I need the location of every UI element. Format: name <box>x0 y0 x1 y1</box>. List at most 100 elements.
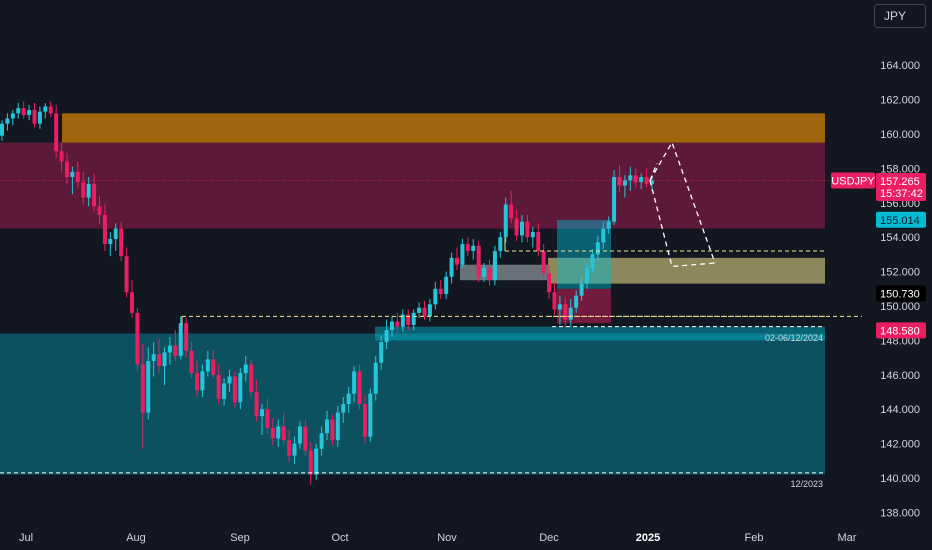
candle <box>335 405 340 448</box>
candle-body <box>227 376 232 384</box>
symbol-tag-bg <box>831 172 875 189</box>
time-tick-label[interactable]: Sep <box>230 532 250 544</box>
candle-body <box>536 232 541 251</box>
candle-body <box>59 151 64 162</box>
time-axis[interactable]: Jul Aug Sep Oct Nov Dec 2025 Feb Mar <box>19 532 857 544</box>
low-date-label: 12/2023 <box>790 479 823 489</box>
candle <box>308 441 313 485</box>
candle-body <box>16 108 21 114</box>
candle-body <box>270 428 275 439</box>
candle <box>227 369 232 392</box>
price-tick-label[interactable]: 140.000 <box>880 473 920 485</box>
time-tick-label[interactable]: Nov <box>437 532 457 544</box>
candle <box>157 338 162 374</box>
price-tick-label[interactable]: 162.000 <box>880 95 920 107</box>
candle-body <box>585 268 589 284</box>
candle-body <box>75 171 80 183</box>
candle-body <box>492 250 497 281</box>
price-tick-label[interactable]: 144.000 <box>880 404 920 416</box>
candle-body <box>135 312 140 365</box>
price-tick-label[interactable]: 158.000 <box>880 163 920 175</box>
candle-body <box>433 288 438 305</box>
candle-body <box>590 254 595 269</box>
candle-body <box>400 314 405 327</box>
candle-body <box>487 268 492 281</box>
candle-body <box>92 183 97 207</box>
time-tick-label[interactable]: Dec <box>539 532 559 544</box>
candle <box>357 364 362 410</box>
candle <box>292 436 297 465</box>
candle <box>536 223 541 257</box>
candle-body <box>119 228 124 257</box>
candle-body <box>482 268 487 277</box>
candle <box>319 426 324 456</box>
candle-body <box>184 323 189 351</box>
price-tick-label[interactable]: 138.000 <box>880 507 920 519</box>
candle-body <box>444 276 449 294</box>
symbol-tag-label: USDJPY <box>831 175 875 187</box>
candle <box>86 177 91 207</box>
candle-body <box>465 244 470 251</box>
candle-body <box>362 404 367 437</box>
candle-body <box>265 409 270 429</box>
candle <box>178 316 183 360</box>
price-tag-countdown: 15:37:42 <box>880 188 923 200</box>
candle-body <box>48 106 53 114</box>
candle-body <box>32 109 37 124</box>
time-tick-label[interactable]: 2025 <box>636 532 660 544</box>
candle <box>243 355 248 382</box>
candle <box>552 281 557 315</box>
candle-body <box>411 312 416 325</box>
candle-body <box>390 321 394 331</box>
candle <box>254 379 259 422</box>
candle-body <box>173 345 178 356</box>
candle <box>119 221 124 262</box>
time-tick-label[interactable]: Mar <box>838 532 857 544</box>
price-tick-label[interactable]: 160.000 <box>880 129 920 141</box>
currency-selector[interactable]: JPY <box>874 4 926 28</box>
candle <box>574 290 579 313</box>
price-tick-label[interactable]: 146.000 <box>880 370 920 382</box>
price-tick-label[interactable]: 152.000 <box>880 267 920 279</box>
candle <box>617 164 622 193</box>
time-tick-label[interactable]: Feb <box>745 532 764 544</box>
candle-body <box>438 288 443 294</box>
candle-body <box>406 314 411 325</box>
candle <box>465 237 470 257</box>
candle-body <box>308 450 313 475</box>
candle-body <box>357 371 362 405</box>
candle-body <box>460 244 465 265</box>
candle <box>265 398 270 434</box>
overlay-layer <box>0 141 862 474</box>
candle <box>590 249 595 274</box>
candle-body <box>5 118 10 124</box>
candle-body <box>601 228 606 243</box>
candles-layer <box>0 101 654 485</box>
candle <box>173 330 178 362</box>
candle <box>10 109 15 126</box>
price-tick-label[interactable]: 164.000 <box>880 60 920 72</box>
candle-body <box>650 180 654 184</box>
candle <box>352 366 357 403</box>
candle <box>151 342 156 377</box>
candle-body <box>113 228 118 239</box>
price-tick-label[interactable]: 150.000 <box>880 301 920 313</box>
candle <box>325 410 329 441</box>
candle-body <box>86 183 91 198</box>
candle <box>21 101 26 119</box>
candle <box>444 271 449 300</box>
price-axis[interactable]: 138.000140.000142.000144.000146.000148.0… <box>880 60 920 519</box>
time-tick-label[interactable]: Aug <box>126 532 146 544</box>
candle-body <box>422 307 427 317</box>
candle-body <box>579 283 584 296</box>
price-tag-label: 155.014 <box>880 215 920 227</box>
price-tag-bg <box>876 173 926 202</box>
candle <box>411 309 416 331</box>
candle-body <box>455 257 459 265</box>
time-tick-label[interactable]: Oct <box>331 532 348 544</box>
time-tick-label[interactable]: Jul <box>19 532 33 544</box>
price-tick-label[interactable]: 154.000 <box>880 232 920 244</box>
price-tick-label[interactable]: 142.000 <box>880 439 920 451</box>
candle <box>216 364 221 405</box>
